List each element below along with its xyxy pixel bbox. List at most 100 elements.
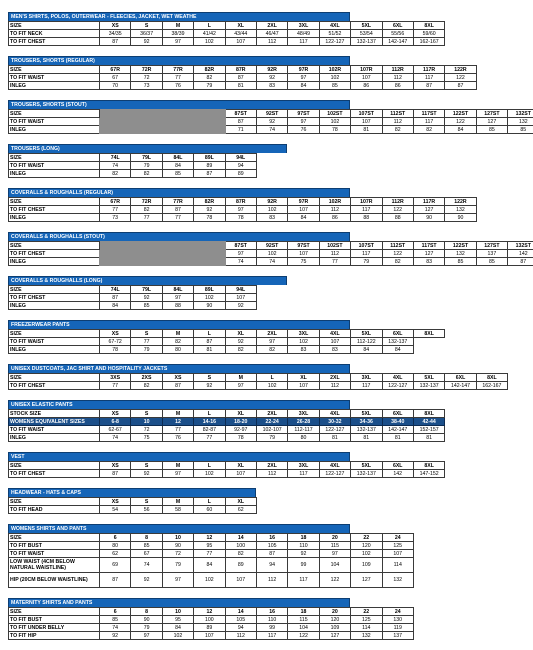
measurement-cell: 102 [319, 118, 350, 126]
row-label: TO FIT WAIST [9, 550, 100, 558]
size-header-cell: 112R [382, 66, 413, 74]
size-header-cell: 112R [382, 198, 413, 206]
size-header-cell: 72R [131, 198, 162, 206]
measurement-cell: 97 [319, 550, 350, 558]
row-label: SIZE [9, 608, 100, 616]
row-label: SIZE [9, 462, 100, 470]
size-header-cell: 6 [100, 608, 131, 616]
measurement-cell: 82 [413, 126, 444, 134]
measurement-cell: 85 [131, 542, 162, 550]
measurement-cell: 59/60 [413, 30, 444, 38]
size-header-cell: 92R [256, 198, 287, 206]
size-header-cell: 79L [131, 154, 162, 162]
measurement-cell: 82 [131, 382, 162, 390]
measurement-cell: 105 [225, 616, 256, 624]
measurement-cell: 92 [256, 74, 287, 82]
measurement-cell: 110 [256, 616, 287, 624]
size-header-cell: M [162, 498, 193, 506]
measurement-cell: 112 [256, 38, 287, 46]
measurement-cell: 94 [225, 624, 256, 632]
measurement-cell: 74 [100, 162, 131, 170]
measurement-cell: 92 [256, 118, 287, 126]
section-title: TROUSERS, SHORTS (STOUT) [8, 100, 350, 109]
measurement-cell: 82 [382, 126, 413, 134]
measurement-cell: 83 [288, 346, 319, 354]
measurement-cell: 78 [194, 214, 225, 222]
measurement-cell: 122-127 [319, 38, 350, 46]
measurement-cell: 95 [162, 616, 193, 624]
measurement-cell: 77 [194, 434, 225, 442]
measurement-cell: 162-167 [476, 382, 507, 390]
size-header-cell: 122R [445, 66, 476, 74]
size-header-cell: 22 [351, 608, 382, 616]
size-header-cell: 5XL [351, 410, 382, 418]
size-header-cell: 132ST [508, 242, 533, 250]
measurement-cell: 67-72 [100, 338, 131, 346]
measurement-cell: 82 [194, 74, 225, 82]
measurement-cell: 87 [508, 258, 533, 266]
measurement-cell: 84 [162, 162, 193, 170]
size-header-cell: 14 [225, 534, 256, 542]
measurement-cell: 87 [100, 573, 131, 588]
measurement-cell: 100 [194, 616, 225, 624]
size-header-cell: 3XL [288, 22, 319, 30]
size-header-cell: S [131, 462, 162, 470]
size-header-cell: 24 [382, 534, 413, 542]
size-header-cell: 6XL [382, 410, 413, 418]
measurement-cell: 107 [225, 470, 256, 478]
measurement-cell: 92 [131, 573, 162, 588]
measurement-cell: 87 [162, 206, 193, 214]
measurement-cell: 122 [445, 74, 476, 82]
size-header-cell: 8XL [413, 462, 444, 470]
size-header-cell: 8XL [476, 374, 507, 382]
section-title: WOMENS SHIRTS AND PANTS [8, 524, 350, 533]
measurement-cell: 112 [256, 573, 287, 588]
measurement-cell: 84 [288, 214, 319, 222]
measurement-cell: 79 [131, 346, 162, 354]
size-header-cell: S [131, 410, 162, 418]
measurement-cell: 97 [225, 250, 256, 258]
size-header-cell: 84L [162, 286, 193, 294]
measurement-cell: 77 [194, 550, 225, 558]
measurement-cell: 92 [225, 302, 256, 310]
measurement-cell: 85 [100, 616, 131, 624]
row-label: SIZE [9, 198, 100, 206]
measurement-cell: 102 [162, 632, 193, 640]
section-title: MATERNITY SHIRTS AND PANTS [8, 598, 350, 607]
size-header-cell: 6XL [445, 374, 476, 382]
measurement-cell: 89 [194, 624, 225, 632]
measurement-cell: 102 [319, 74, 350, 82]
size-header-cell: 2XS [131, 374, 162, 382]
measurement-cell: 99 [256, 624, 287, 632]
measurement-cell: 132-137 [413, 382, 444, 390]
measurement-cell: 85 [508, 126, 533, 134]
measurement-cell: 78 [225, 434, 256, 442]
section-title: UNISEX DUSTCOATS, JAC SHIRT AND HOSPITAL… [8, 364, 350, 373]
size-header-cell: XL [225, 22, 256, 30]
size-header-cell: 12 [194, 534, 225, 542]
row-label: TO FIT UNDER BELLY [9, 624, 100, 632]
measurement-cell: 125 [382, 542, 413, 550]
measurement-cell: 84 [100, 302, 131, 310]
measurement-cell: 132 [445, 250, 476, 258]
measurement-cell: 83 [256, 214, 287, 222]
row-label: TO FIT CHEST [9, 38, 100, 46]
measurement-cell: 90 [131, 616, 162, 624]
size-header-cell: M [162, 330, 193, 338]
